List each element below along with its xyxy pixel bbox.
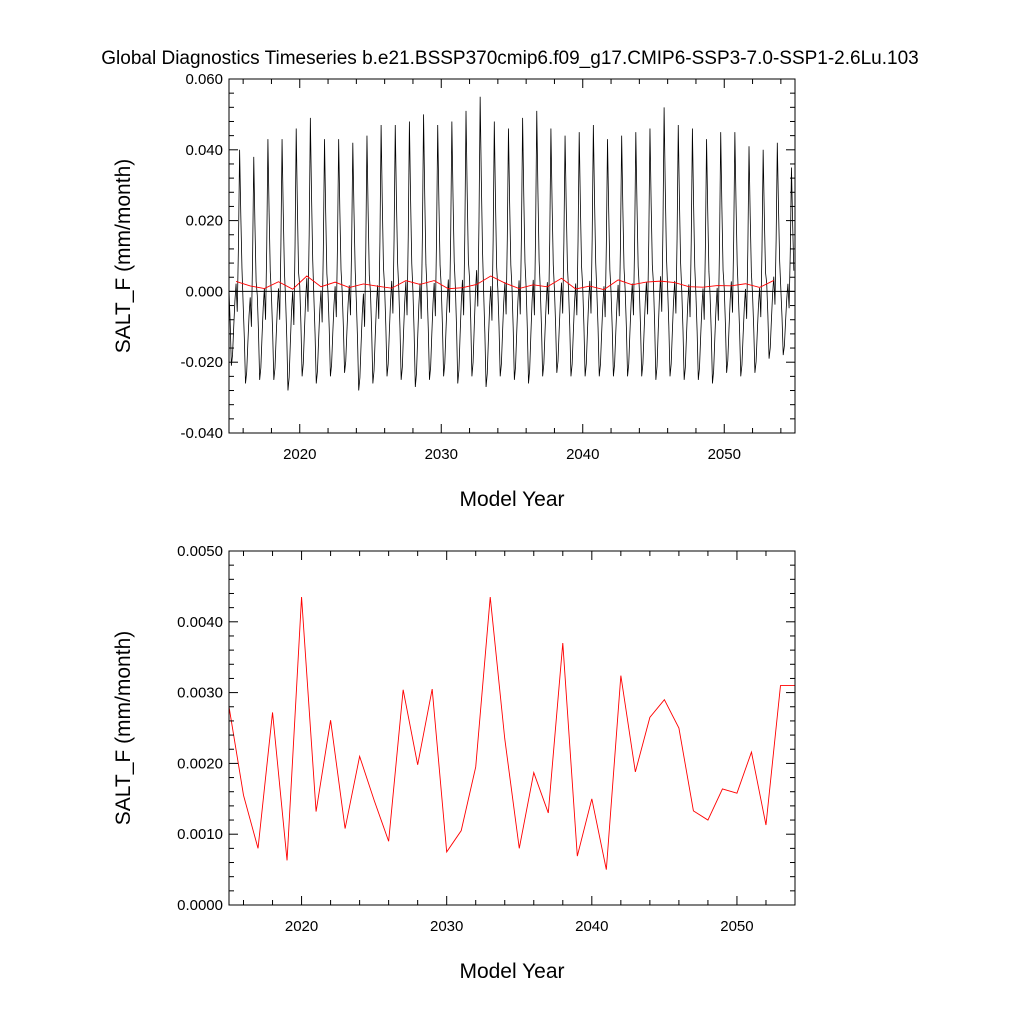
x-axis-label: Model Year <box>459 960 564 983</box>
y-tick-label: 0.0050 <box>177 543 223 560</box>
y-tick-label: 0.060 <box>185 71 223 88</box>
annual-series-line <box>235 275 774 291</box>
x-tick-label: 2030 <box>425 446 458 463</box>
plot-frame <box>228 550 796 906</box>
y-tick-label: 0.0030 <box>177 685 223 702</box>
figure-title: Global Diagnostics Timeseries b.e21.BSSP… <box>101 48 918 69</box>
y-tick-label: 0.0040 <box>177 614 223 631</box>
x-tick-label: 2020 <box>283 446 316 463</box>
x-tick-label: 2050 <box>720 918 753 935</box>
y-axis-label: SALT_F (mm/month) <box>112 159 135 353</box>
x-tick-label: 2040 <box>566 446 599 463</box>
x-axis-label: Model Year <box>459 488 564 511</box>
x-tick-label: 2020 <box>285 918 318 935</box>
axis-ticks: -0.040 -0.020 0.000 0.020 0.040 0.060 2020 2030… <box>180 71 795 463</box>
y-tick-label: 0.0000 <box>177 897 223 914</box>
axis-ticks: 0.0000 0.0010 0.0020 0.0030 0.0040 0.0050 2020… <box>177 543 796 935</box>
x-tick-label: 2050 <box>708 446 741 463</box>
plot-area <box>229 596 795 870</box>
y-tick-label: 0.0020 <box>177 755 223 772</box>
plot-frame <box>228 78 796 434</box>
y-tick-label: -0.040 <box>180 425 223 442</box>
annual-series-line <box>229 596 795 870</box>
x-tick-label: 2030 <box>430 918 463 935</box>
monthly-series-line <box>229 96 795 391</box>
y-tick-label: 0.020 <box>185 213 223 230</box>
bottom-annual-panel: 0.0000 0.0010 0.0020 0.0030 0.0040 0.0050 2020… <box>112 543 796 983</box>
y-tick-label: 0.0010 <box>177 826 223 843</box>
y-tick-label: -0.020 <box>180 354 223 371</box>
y-tick-label: 0.040 <box>185 142 223 159</box>
top-timeseries-panel: -0.040 -0.020 0.000 0.020 0.040 0.060 2020 2030… <box>112 71 796 511</box>
y-axis-label: SALT_F (mm/month) <box>112 631 135 825</box>
y-tick-label: 0.000 <box>185 283 223 300</box>
x-tick-label: 2040 <box>575 918 608 935</box>
plot-area <box>229 96 795 391</box>
